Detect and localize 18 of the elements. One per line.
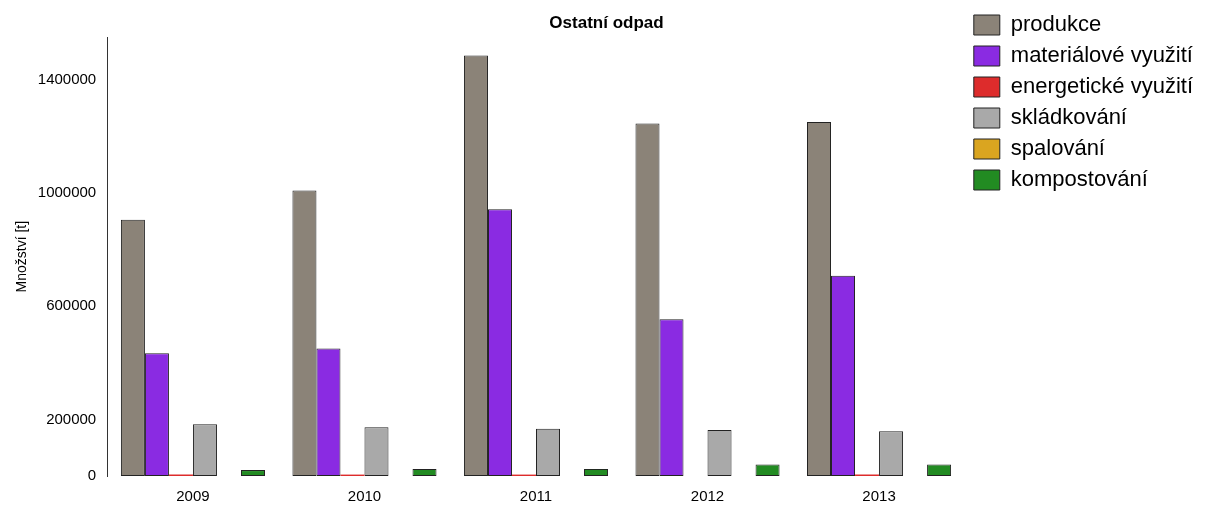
x-tick-label: 2011 [519,487,553,505]
legend-label: spalování [1010,135,1105,161]
x-tick-label: 2010 [347,487,382,505]
legend-label: materiálové využití [1010,42,1193,68]
x-tick-label: 2012 [690,487,725,505]
x-tick-label: 2013 [862,487,896,505]
legend-label: skládkování [1010,104,1127,130]
legend-label: kompostování [1010,166,1148,192]
y-tick-label: 1000000 [37,183,97,201]
x-tick-label: 2009 [176,487,210,505]
y-tick-label: 1400000 [37,69,97,87]
y-tick-label: 200000 [46,409,97,427]
y-axis-title: Množství [t] [13,220,30,293]
legend-label: energetické využití [1010,73,1193,99]
y-tick-label: 0 [87,466,97,484]
legend-label: produkce [1010,11,1102,37]
chart-title: Ostatní odpad [549,12,664,32]
y-tick-label: 600000 [46,296,97,314]
